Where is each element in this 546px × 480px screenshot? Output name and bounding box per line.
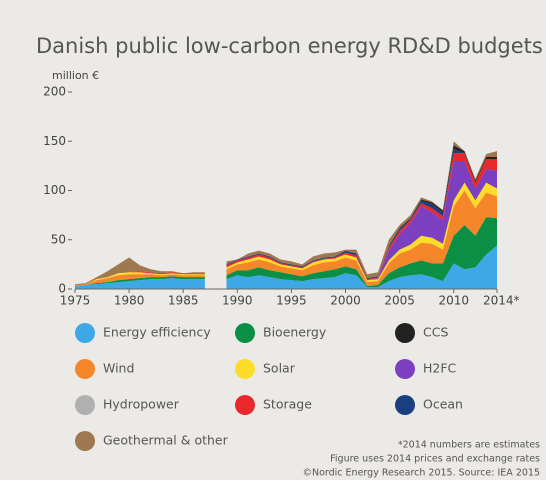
area [75,245,497,289]
area [75,145,497,286]
area [75,153,497,286]
legend-swatch [235,323,255,343]
legend-swatch [235,395,255,415]
y-tick-label: 100 [43,183,66,197]
legend-swatch [395,359,415,379]
x-tick-label: 1995 [276,294,307,308]
legend-label: Hydropower [103,397,180,412]
y-tick-label: 200 [43,85,66,99]
y-tick-label: 150 [43,134,66,148]
legend-swatch [75,359,95,379]
x-tick-label: 2010 [438,294,469,308]
legend-swatch [395,395,415,415]
legend-label: H2FC [423,361,457,376]
x-tick-label: 1975 [60,294,91,308]
y-tick-label: 0 [58,282,66,296]
footnote: *2014 numbers are estimates [398,440,540,451]
chart-title: Danish public low-carbon energy RD&D bud… [36,34,543,58]
area [75,190,497,287]
x-tick-label: 2000 [330,294,361,308]
legend-label: Energy efficiency [103,325,211,340]
area [75,182,497,286]
footnote: ©Nordic Energy Research 2015. Source: IE… [302,468,540,479]
area [75,141,497,286]
legend-swatch [395,323,415,343]
legend-label: Geothermal & other [103,433,229,448]
legend-label: CCS [423,325,448,340]
legend-swatch [75,323,95,343]
legend-label: Solar [263,361,296,376]
x-tick-label: 1990 [222,294,253,308]
y-tick-label: 50 [51,232,66,246]
legend-label: Ocean [423,397,463,412]
legend-label: Storage [263,397,312,412]
x-tick-label: 1980 [114,294,145,308]
legend-label: Bioenergy [263,325,327,340]
legend-swatch [235,359,255,379]
y-axis-label: million € [52,69,99,82]
x-tick-label: 1985 [168,294,199,308]
footnote: Figure uses 2014 prices and exchange rat… [330,454,540,465]
x-tick-label: 2014* [483,294,520,308]
area [75,160,497,286]
legend-swatch [75,395,95,415]
legend-label: Wind [103,361,134,376]
x-tick-label: 2005 [384,294,415,308]
legend-swatch [75,431,95,451]
